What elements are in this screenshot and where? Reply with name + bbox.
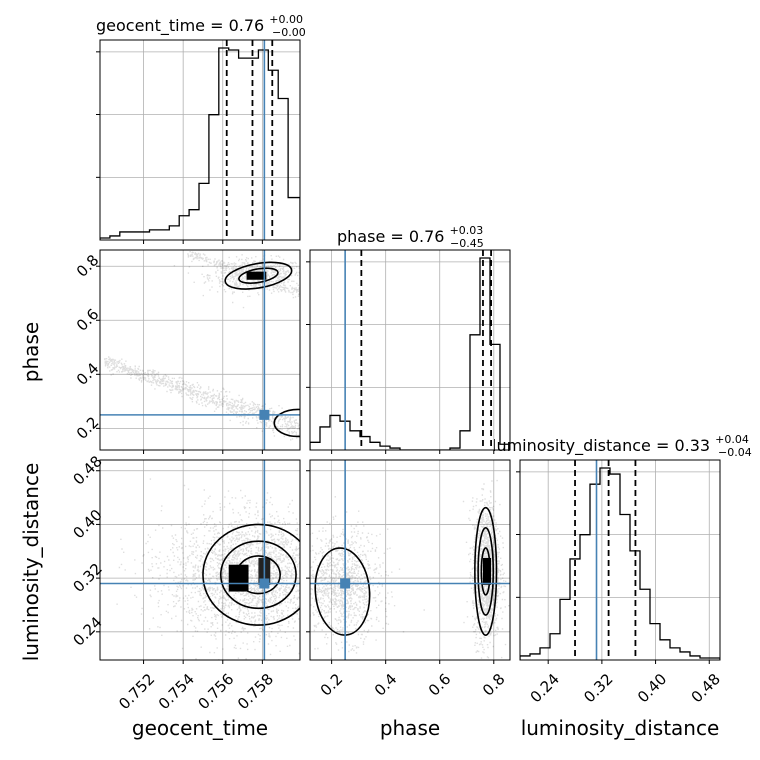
y-tick-labels-phase: 0.2 0.4 0.6 0.8 bbox=[73, 251, 103, 443]
hist-phase-frame bbox=[309, 249, 511, 451]
x-tick-label-phase-1: 0.4 bbox=[371, 670, 401, 700]
panel-21-density-0 bbox=[482, 557, 492, 585]
x-axis-label-luminosity-distance: luminosity_distance bbox=[521, 716, 720, 740]
panel-10-density-0 bbox=[246, 271, 267, 280]
panel-10-contour-2 bbox=[273, 408, 300, 438]
panel-21-samples bbox=[310, 479, 510, 660]
hist-luminosity_distance-steps bbox=[520, 467, 720, 660]
y-tick-label-phase-2: 0.6 bbox=[73, 305, 103, 335]
title-phase-minus: −0.45 bbox=[450, 237, 484, 250]
title-phase: phase = 0.76 +0.03 bbox=[337, 224, 483, 246]
panel-20-contour-2 bbox=[235, 555, 281, 595]
panel-10-samples bbox=[104, 250, 300, 441]
panel-20-frame bbox=[99, 459, 301, 661]
panel-20-contour-1 bbox=[219, 540, 297, 610]
x-axis-label-phase: phase bbox=[380, 716, 440, 740]
hist-geocent_time-frame bbox=[99, 39, 301, 241]
title-luminosity-distance-minus: −0.04 bbox=[718, 446, 752, 459]
panel-20-contour-0 bbox=[202, 523, 300, 626]
x-tick-label-geocent_time-3: 0.758 bbox=[234, 670, 277, 713]
y-tick-label-phase-0: 0.2 bbox=[73, 413, 103, 443]
x-tick-label-luminosity_distance-1: 0.32 bbox=[580, 670, 616, 706]
x-tick-label-luminosity_distance-3: 0.48 bbox=[688, 670, 724, 706]
panel-10-contour-1 bbox=[238, 267, 279, 284]
scatter-luminosity-distance-vs-phase bbox=[306, 459, 511, 664]
panel-21-frame bbox=[309, 459, 511, 661]
panel-21-contour-3 bbox=[314, 547, 371, 636]
panel-10-contour-0 bbox=[224, 261, 293, 290]
y-axis-label-phase: phase bbox=[19, 322, 43, 382]
scatter-luminosity-distance-vs-geocent-time bbox=[96, 459, 301, 664]
x-tick-labels-phase: 0.2 0.4 0.6 0.8 bbox=[317, 670, 509, 700]
y-axis-label-luminosity-distance: luminosity_distance bbox=[19, 463, 43, 662]
panel-10-frame bbox=[99, 249, 301, 451]
x-tick-label-luminosity_distance-2: 0.40 bbox=[634, 670, 670, 706]
x-tick-label-phase-2: 0.6 bbox=[425, 670, 455, 700]
x-axis-label-geocent-time: geocent_time bbox=[132, 716, 268, 740]
panel-21-contour-0 bbox=[474, 506, 498, 636]
y-tick-label-phase-3: 0.8 bbox=[73, 251, 103, 281]
hist-luminosity_distance-frame bbox=[519, 459, 721, 661]
y-tick-label-phase-1: 0.4 bbox=[73, 359, 103, 389]
x-tick-label-luminosity_distance-0: 0.24 bbox=[527, 670, 563, 706]
x-tick-labels-luminosity-distance: 0.24 0.32 0.40 0.48 bbox=[527, 670, 724, 706]
x-tick-label-geocent_time-1: 0.754 bbox=[155, 670, 198, 713]
scatter-phase-vs-geocent-time bbox=[96, 249, 301, 454]
panel-21-contour-2 bbox=[480, 547, 491, 596]
x-tick-label-phase-0: 0.2 bbox=[317, 670, 347, 700]
title-geocent-time: geocent_time = 0.76 +0.00 bbox=[96, 13, 303, 36]
histogram-geocent-time bbox=[96, 39, 301, 244]
histogram-luminosity-distance bbox=[516, 459, 721, 664]
panel-10-truth-point bbox=[259, 409, 270, 420]
hist-phase-steps bbox=[310, 257, 510, 450]
hist-geocent_time-steps bbox=[100, 47, 300, 240]
x-tick-label-geocent_time-0: 0.752 bbox=[115, 670, 158, 713]
panel-21-truth-point bbox=[340, 578, 351, 589]
histogram-phase bbox=[306, 249, 511, 454]
panel-21-contour-1 bbox=[477, 526, 495, 616]
panel-20-truth-point bbox=[259, 578, 270, 589]
x-tick-label-phase-3: 0.8 bbox=[479, 670, 509, 700]
title-luminosity-distance: luminosity_distance = 0.33 +0.04 bbox=[492, 433, 749, 456]
title-geocent-time-minus: −0.00 bbox=[272, 26, 306, 39]
x-tick-label-geocent_time-2: 0.756 bbox=[194, 670, 237, 713]
panel-20-density-0 bbox=[228, 564, 249, 592]
